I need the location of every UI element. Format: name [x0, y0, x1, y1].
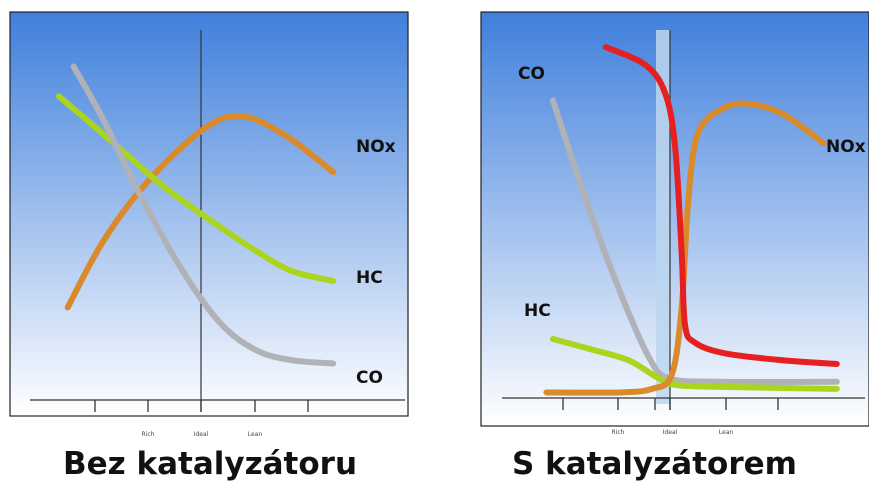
plot-area: Rich Ideal Lean NOx HC CO [30, 30, 405, 438]
series-label-hc: HC [524, 301, 551, 321]
tick-label: Ideal [663, 429, 678, 436]
tick-label: Rich [612, 429, 625, 436]
series-line-hc [550, 336, 840, 392]
ideal-window-band [656, 30, 670, 404]
series-line-co [550, 97, 840, 386]
plot-background [9, 11, 409, 417]
series-line-hc [55, 93, 337, 284]
tick-label: Lean [248, 431, 263, 438]
series-label-co: CO [518, 64, 545, 84]
chart-panel-s-katalyzatorem: Rich Ideal Lean CO HC NOx [440, 0, 869, 440]
chart-svg-right: Rich Ideal Lean CO HC NOx [480, 11, 869, 436]
series-line-red [602, 44, 840, 367]
series-line-co [70, 63, 337, 367]
series-label-co: CO [356, 368, 383, 388]
series-line-nox [543, 100, 827, 396]
plot-area: Rich Ideal Lean CO HC NOx [502, 30, 866, 436]
caption-bez-katalyzatoru: Bez katalyzátoru [62, 446, 358, 482]
series-label-nox: NOx [356, 137, 396, 157]
tick-label: Lean [719, 429, 734, 436]
tick-label: Rich [142, 431, 155, 438]
chart-panel-bez-katalyzatoru: Rich Ideal Lean NOx HC CO [0, 0, 440, 440]
tick-label: Ideal [194, 431, 209, 438]
series-label-nox: NOx [826, 137, 866, 157]
caption-s-katalyzatorem: S katalyzátorem [512, 446, 797, 482]
series-label-hc: HC [356, 268, 383, 288]
chart-svg-left: Rich Ideal Lean NOx HC CO [9, 11, 409, 438]
series-line-nox [64, 112, 337, 311]
